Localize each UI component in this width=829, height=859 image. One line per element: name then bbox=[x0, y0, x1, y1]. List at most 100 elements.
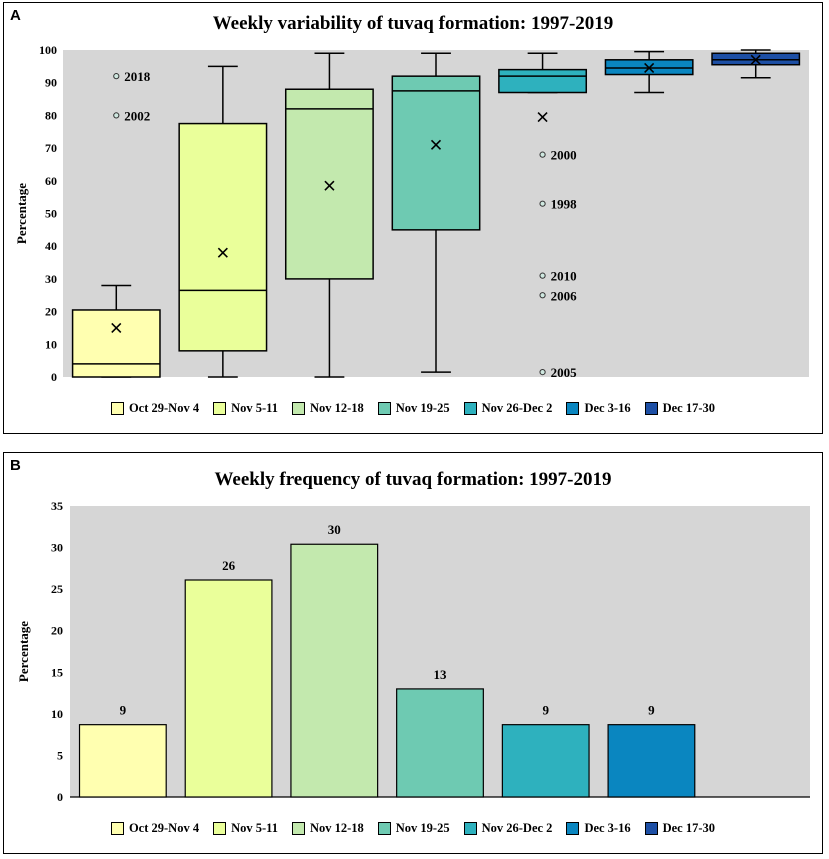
outlier-label: 2010 bbox=[551, 269, 577, 284]
legend-swatch bbox=[463, 402, 477, 415]
legend-label: Nov 26-Dec 2 bbox=[481, 821, 553, 835]
y-tick-label: 30 bbox=[45, 272, 57, 286]
legend-swatch bbox=[213, 822, 227, 835]
mean-marker bbox=[324, 180, 335, 191]
mean-marker bbox=[750, 54, 761, 65]
mean-marker bbox=[111, 322, 122, 334]
y-tick-label: 40 bbox=[45, 239, 57, 253]
legend-label: Nov 19-25 bbox=[395, 401, 450, 415]
panel-b: B 0 5 10 15 20 25 30 35 Percentage 9 26 30 13 9 9 Week… bbox=[3, 452, 823, 854]
legend-item: Nov 5-11 bbox=[213, 401, 278, 416]
y-tick-label: 5 bbox=[57, 748, 63, 762]
outlier-point bbox=[539, 272, 546, 279]
mean-marker bbox=[430, 139, 442, 150]
bar-data-label: 26 bbox=[222, 558, 236, 573]
legend-item: Nov 26-Dec 2 bbox=[463, 821, 553, 836]
legend-label: Nov 12-18 bbox=[309, 821, 364, 835]
legend-item: Dec 3-16 bbox=[566, 401, 631, 416]
legend-swatch bbox=[463, 822, 477, 835]
y-tick-label: 90 bbox=[45, 76, 57, 90]
outlier-label: 2006 bbox=[551, 288, 578, 303]
bar bbox=[396, 688, 484, 798]
panel-a: A 0 10 20 30 40 50 60 70 80 90 100 Percentage 2018 20… bbox=[3, 2, 823, 434]
y-tick-label: 70 bbox=[45, 141, 57, 155]
outlier-point bbox=[539, 151, 546, 158]
legend-item: Dec 17-30 bbox=[644, 821, 716, 836]
y-tick-label: 35 bbox=[51, 499, 63, 513]
box bbox=[498, 68, 588, 94]
legend-label: Oct 29-Nov 4 bbox=[128, 401, 200, 415]
outlier-label: 2002 bbox=[124, 108, 150, 123]
y-tick-label: 20 bbox=[51, 624, 63, 638]
mean-marker bbox=[537, 111, 548, 123]
legend-swatch bbox=[644, 402, 658, 415]
box bbox=[284, 88, 374, 280]
bar bbox=[607, 724, 696, 798]
legend-swatch bbox=[291, 402, 305, 415]
chart-a-title: Weekly variability of tuvaq formation: 1… bbox=[212, 13, 614, 34]
outlier-label: 2018 bbox=[124, 69, 150, 84]
legend-item: Nov 12-18 bbox=[291, 821, 364, 836]
legend-swatch bbox=[377, 402, 391, 415]
legend-item: Dec 3-16 bbox=[566, 821, 631, 836]
bar bbox=[184, 579, 273, 798]
legend-item: Nov 12-18 bbox=[291, 401, 364, 416]
legend-swatch bbox=[566, 402, 580, 415]
y-tick-label: 60 bbox=[45, 174, 57, 188]
y-tick-label: 10 bbox=[51, 707, 63, 721]
legend-label: Dec 17-30 bbox=[662, 821, 716, 835]
bar-data-label: 9 bbox=[648, 703, 655, 718]
chart-b-title: Weekly frequency of tuvaq formation: 199… bbox=[214, 469, 612, 490]
legend-label: Nov 26-Dec 2 bbox=[481, 401, 553, 415]
bar-data-label: 9 bbox=[120, 703, 127, 718]
y-axis-label: Percentage bbox=[16, 621, 31, 682]
legend-label: Nov 12-18 bbox=[309, 401, 364, 415]
box bbox=[71, 309, 161, 378]
bar bbox=[501, 724, 590, 798]
box bbox=[391, 75, 481, 231]
outlier-label: 1998 bbox=[551, 197, 578, 212]
legend-label: Dec 17-30 bbox=[662, 401, 716, 415]
bar-chart: 0 5 10 15 20 25 30 35 Percentage 9 26 30 13 9 9 bbox=[16, 499, 810, 804]
legend-item: Oct 29-Nov 4 bbox=[110, 401, 200, 416]
legend-swatch bbox=[566, 822, 580, 835]
panel-a-label: A bbox=[10, 7, 21, 24]
y-tick-label: 0 bbox=[51, 370, 57, 384]
bar-data-label: 9 bbox=[542, 703, 549, 718]
legend-item: Oct 29-Nov 4 bbox=[110, 821, 200, 836]
box bbox=[178, 122, 268, 352]
legend-swatch bbox=[213, 402, 227, 415]
legend-item: Nov 19-25 bbox=[377, 401, 450, 416]
y-tick-label: 10 bbox=[45, 337, 57, 351]
box-plot-chart: 0 10 20 30 40 50 60 70 80 90 100 Percentage 2018 2002… bbox=[14, 43, 809, 384]
y-tick-label: 0 bbox=[57, 790, 63, 804]
outlier-point bbox=[539, 368, 546, 376]
y-tick-label: 100 bbox=[39, 43, 57, 57]
chart-a-legend: Oct 29-Nov 4 Nov 5-11 Nov 12-18 Nov 19-2… bbox=[4, 401, 822, 416]
bar-data-label: 30 bbox=[328, 522, 341, 537]
y-tick-label: 80 bbox=[45, 108, 57, 122]
legend-swatch bbox=[110, 822, 124, 835]
chart-b-legend: Oct 29-Nov 4 Nov 5-11 Nov 12-18 Nov 19-2… bbox=[4, 821, 822, 836]
outlier-point bbox=[113, 112, 120, 119]
mean-marker bbox=[217, 247, 228, 258]
legend-label: Oct 29-Nov 4 bbox=[128, 821, 200, 835]
outlier-label: 2005 bbox=[551, 365, 578, 380]
y-tick-label: 25 bbox=[51, 582, 63, 596]
y-tick-label: 30 bbox=[51, 541, 63, 555]
outlier-point bbox=[539, 292, 546, 299]
y-axis-label: Percentage bbox=[14, 183, 29, 244]
y-tick-label: 15 bbox=[51, 665, 63, 679]
bar bbox=[290, 543, 379, 798]
bar-data-label: 13 bbox=[434, 667, 448, 682]
bar bbox=[78, 724, 167, 798]
legend-swatch bbox=[110, 402, 124, 415]
legend-label: Nov 5-11 bbox=[231, 821, 278, 835]
legend-label: Nov 19-25 bbox=[395, 821, 450, 835]
legend-swatch bbox=[377, 822, 391, 835]
outlier-label: 2000 bbox=[551, 148, 577, 163]
legend-item: Dec 17-30 bbox=[644, 401, 716, 416]
outlier-point bbox=[113, 73, 120, 80]
legend-label: Dec 3-16 bbox=[584, 401, 631, 415]
legend-item: Nov 19-25 bbox=[377, 821, 450, 836]
